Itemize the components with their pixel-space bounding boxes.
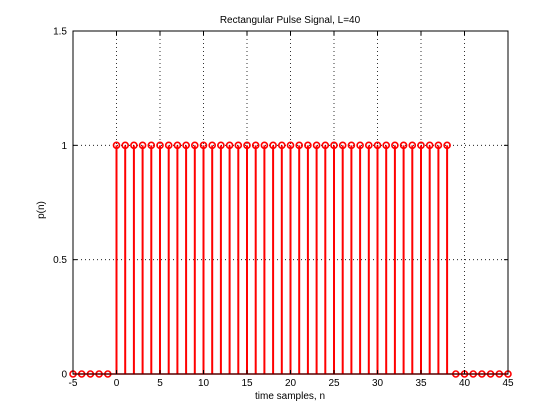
stem-marker <box>434 141 443 150</box>
stems <box>73 145 508 375</box>
stem-marker <box>225 141 234 150</box>
stem-marker <box>338 141 347 150</box>
stem-marker <box>312 141 321 150</box>
x-axis-label: time samples, n <box>255 391 325 402</box>
stem-marker <box>182 141 190 150</box>
stem-marker <box>391 141 399 150</box>
chart-title: Rectangular Pulse Signal, L=40 <box>220 15 361 26</box>
stem-marker <box>191 141 199 150</box>
x-tick-label: 45 <box>502 378 514 389</box>
y-tick-label: 1.5 <box>53 27 67 38</box>
y-tick-labels: 0 0.5 1 1.5 <box>53 27 67 381</box>
stem-marker <box>382 141 391 150</box>
stem-marker <box>321 141 330 150</box>
stem-marker <box>277 141 286 150</box>
stem-marker <box>112 141 121 150</box>
y-tick-label: 1 <box>61 141 67 152</box>
stem-marker <box>121 141 129 150</box>
stem-marker <box>330 141 338 150</box>
stem-marker <box>286 141 295 150</box>
stem-marker <box>243 141 251 150</box>
stem-marker <box>138 141 147 150</box>
stem-marker <box>408 141 417 150</box>
stem-marker <box>356 141 364 150</box>
stem-marker <box>251 141 260 150</box>
stem-marker <box>199 141 208 150</box>
stem-marker <box>399 141 408 150</box>
stem-marker <box>234 141 243 150</box>
x-tick-label: 25 <box>328 378 340 389</box>
stem-marker <box>373 141 382 150</box>
stem-marker <box>304 141 312 150</box>
x-tick-label: 15 <box>241 378 253 389</box>
tick-marks <box>72 30 509 375</box>
x-tick-label: 10 <box>198 378 210 389</box>
x-tick-label: 35 <box>415 378 427 389</box>
stem-marker <box>260 141 269 150</box>
stem-marker <box>156 141 164 150</box>
x-tick-label: -5 <box>69 378 78 389</box>
x-tick-label: 40 <box>459 378 471 389</box>
stem-marker <box>217 141 225 150</box>
stem-marker <box>425 141 434 150</box>
x-tick-label: 30 <box>372 378 384 389</box>
stem-marker <box>443 141 451 150</box>
stem-marker <box>347 141 356 150</box>
y-tick-label: 0 <box>61 370 67 381</box>
stem-marker <box>173 141 182 150</box>
stem-marker <box>164 141 173 150</box>
stem-marker <box>269 141 277 150</box>
stem-marker <box>130 141 138 150</box>
x-tick-labels: -5 0 5 10 15 20 25 30 35 40 45 <box>69 378 514 389</box>
x-tick-label: 0 <box>114 378 120 389</box>
y-axis-label: p(n) <box>36 201 47 219</box>
stem-marker <box>417 141 425 150</box>
x-tick-label: 20 <box>285 378 297 389</box>
y-tick-label: 0.5 <box>53 255 67 266</box>
stem-marker <box>147 141 156 150</box>
x-tick-label: 5 <box>157 378 163 389</box>
stem-marker <box>208 141 216 150</box>
stem-marker <box>295 141 304 150</box>
stem-marker <box>364 141 373 150</box>
